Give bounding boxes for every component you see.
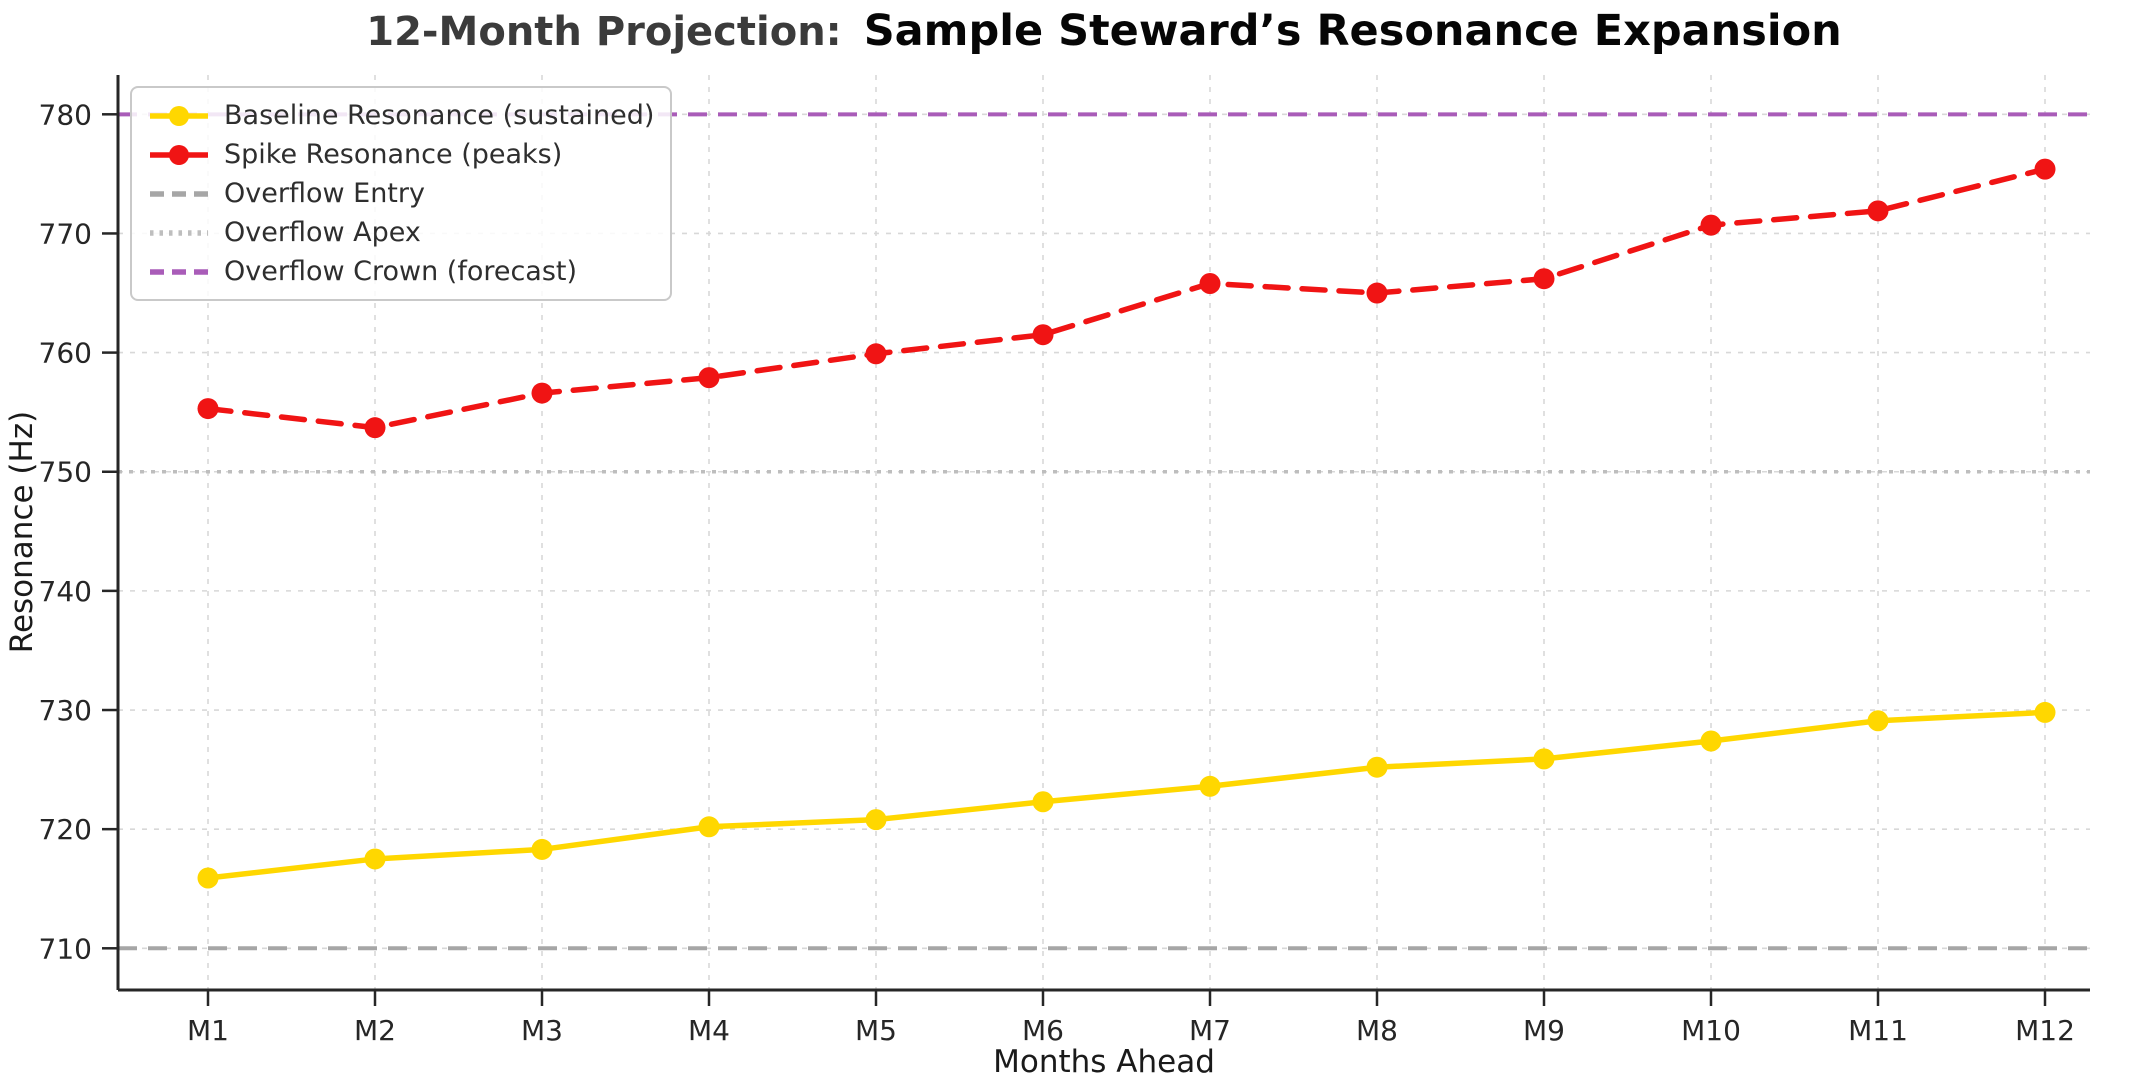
spike-series-marker (1199, 272, 1221, 294)
legend: Baseline Resonance (sustained) Spike Reso… (130, 86, 673, 301)
chart-title-prefix: 12-Month Projection: (366, 9, 842, 55)
y-tick-label: 750 (39, 456, 92, 489)
x-tick-label: M6 (1022, 1014, 1064, 1047)
x-tick-label: M8 (1356, 1014, 1398, 1047)
spike-series-marker (2034, 158, 2056, 180)
baseline-series-marker (197, 867, 219, 889)
baseline-series-marker (865, 809, 887, 831)
legend-label: Baseline Resonance (sustained) (224, 100, 655, 131)
x-tick-label: M5 (855, 1014, 897, 1047)
legend-swatch-dashed (150, 190, 208, 197)
y-tick-label: 710 (39, 932, 92, 965)
y-axis-label: Resonance (Hz) (4, 411, 40, 653)
baseline-series-marker (531, 838, 553, 860)
baseline-series-marker (1533, 748, 1555, 770)
y-tick-label: 730 (39, 694, 92, 727)
legend-item: Spike Resonance (peaks) (148, 135, 654, 174)
spike-series-line (205, 166, 2048, 431)
chart-title-main: Sample Steward’s Resonance Expansion (863, 6, 1842, 56)
series-layer (197, 158, 2056, 889)
baseline-series-marker (1199, 775, 1221, 797)
y-tick-label: 780 (39, 98, 92, 131)
x-tick-label: M4 (688, 1014, 730, 1047)
x-tick-label: M7 (1189, 1014, 1231, 1047)
baseline-series-marker (1867, 710, 1889, 732)
grid-layer (118, 75, 2090, 990)
x-tick-label: M11 (1848, 1014, 1908, 1047)
spike-series-marker (1032, 324, 1054, 346)
spike-series-marker (1700, 214, 1722, 236)
baseline-series-marker (364, 848, 386, 870)
x-tick-label: M9 (1523, 1014, 1565, 1047)
legend-label: Overflow Entry (224, 178, 425, 209)
baseline-series-marker (2034, 701, 2056, 723)
spike-series-marker (1867, 200, 1889, 222)
y-tick-label: 720 (39, 813, 92, 846)
spike-series-marker (1533, 268, 1555, 290)
y-tick-label: 740 (39, 575, 92, 608)
spike-series-marker (865, 343, 887, 365)
x-tick-label: M1 (187, 1014, 229, 1047)
legend-label: Overflow Apex (224, 217, 421, 248)
legend-item: Overflow Entry (148, 174, 654, 213)
x-tick-label: M3 (521, 1014, 563, 1047)
spike-series-marker (1366, 282, 1388, 304)
x-tick-label: M10 (1681, 1014, 1741, 1047)
spike-series-marker (698, 367, 720, 389)
x-tick-label: M12 (2015, 1014, 2075, 1047)
legend-item: Baseline Resonance (sustained) (148, 96, 654, 135)
legend-label: Spike Resonance (peaks) (224, 139, 563, 170)
legend-item: Overflow Crown (forecast) (148, 252, 654, 291)
spike-series-marker (531, 382, 553, 404)
y-tick-label: 770 (39, 217, 92, 250)
baseline-series-marker (1700, 730, 1722, 752)
y-tick-label: 760 (39, 337, 92, 370)
legend-swatch-solid-marker (150, 105, 208, 126)
legend-swatch-dashed (150, 268, 208, 275)
legend-item: Overflow Apex (148, 213, 654, 252)
baseline-series-marker (1366, 756, 1388, 778)
baseline-series-marker (1032, 791, 1054, 813)
baseline-series-marker (698, 816, 720, 838)
baseline-series-line (205, 709, 2048, 881)
axes-layer: 710 720 730 740 750 760 770 780 M1 M2 M3 M4 M5 M6 M7 M8… (39, 75, 2090, 1047)
spike-series-marker (197, 398, 219, 420)
x-axis-label: Months Ahead (993, 1044, 1215, 1080)
spike-series-marker (364, 417, 386, 439)
legend-label: Overflow Crown (forecast) (224, 256, 578, 287)
legend-swatch-dotted (150, 229, 208, 236)
legend-swatch-solid-marker (150, 144, 208, 165)
chart-title: 12-Month Projection: Sample Steward’s Res… (118, 6, 2090, 56)
x-tick-label: M2 (354, 1014, 396, 1047)
